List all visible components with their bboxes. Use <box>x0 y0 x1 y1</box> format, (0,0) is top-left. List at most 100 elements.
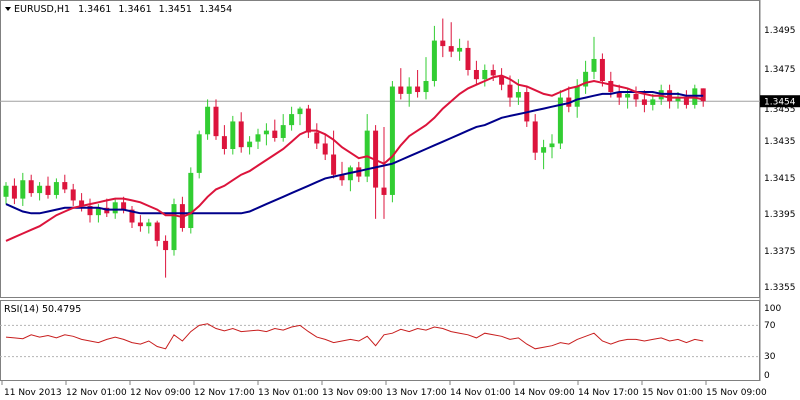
candle-bull <box>625 93 631 98</box>
price-tick: 1.3475 <box>764 65 796 75</box>
candle-bear <box>465 47 471 70</box>
time-label: 14 Nov 17:00 <box>578 388 639 398</box>
candle-bear <box>641 99 647 105</box>
candle-bull <box>457 47 463 52</box>
candle-bear <box>154 222 160 241</box>
candle-bear <box>137 222 143 227</box>
candle-bear <box>490 69 496 76</box>
candle-bull <box>20 180 26 199</box>
close-value: 1.3454 <box>199 4 232 15</box>
candle-bull <box>171 204 177 251</box>
candle-bear <box>683 97 689 105</box>
candle-bull <box>591 58 597 72</box>
current-price-badge: 1.3454 <box>760 95 800 108</box>
time-label: 12 Nov 17:00 <box>194 388 255 398</box>
candle-bear <box>45 185 51 195</box>
candle-bear <box>62 182 68 190</box>
candle-bear <box>163 240 169 251</box>
time-label: 13 Nov 01:00 <box>258 388 319 398</box>
candle-bull <box>112 202 118 214</box>
candle-bear <box>532 121 538 153</box>
candle-bear <box>221 136 227 149</box>
chart-header: EURUSD,H1 1.3461 1.3461 1.3451 1.3454 <box>14 4 232 15</box>
candle-bull <box>255 134 261 142</box>
candle-bear <box>87 205 93 216</box>
candle-bull <box>583 71 589 87</box>
candle-bull <box>541 147 547 153</box>
candle-bear <box>608 81 614 93</box>
time-axis: 11 Nov 2013 12 Nov 01:00 12 Nov 09:00 12… <box>4 388 767 398</box>
ma-slow-line <box>5 91 704 215</box>
candle-bull <box>280 125 286 138</box>
candle-bear <box>507 84 513 98</box>
time-label: 14 Nov 09:00 <box>514 388 575 398</box>
price-tick: 1.3495 <box>764 26 796 36</box>
dropdown-triangle-icon[interactable] <box>5 7 11 11</box>
candle-bear <box>121 202 127 210</box>
rsi-tick: 0 <box>764 371 770 381</box>
candle-bull <box>364 130 370 177</box>
candle-bear <box>415 86 421 93</box>
candle-bear <box>305 108 311 133</box>
candle-bear <box>616 92 622 98</box>
candle-bull <box>431 40 437 82</box>
price-axis: 1.3495 1.3475 1.3455 1.3435 1.3415 1.339… <box>764 26 796 293</box>
candle-bear <box>448 46 454 52</box>
candle-bear <box>28 180 34 194</box>
candle-bull <box>146 222 152 227</box>
candle-bull <box>196 134 202 173</box>
candle-bull <box>3 185 9 197</box>
candle-bull <box>289 114 295 126</box>
time-label: 11 Nov 2013 <box>4 388 62 398</box>
current-price-label: 1.3454 <box>764 98 796 108</box>
candle-bear <box>322 143 328 155</box>
candle-bear <box>667 90 673 102</box>
candle-bear <box>238 121 244 148</box>
candle-bear <box>398 86 404 94</box>
time-label: 15 Nov 01:00 <box>642 388 703 398</box>
candle-bull <box>205 106 211 135</box>
candle-bull <box>297 108 303 115</box>
symbol-label: EURUSD,H1 <box>14 4 70 15</box>
candle-bull <box>515 92 521 98</box>
price-pane[interactable] <box>0 0 760 298</box>
candle-bull <box>263 130 269 135</box>
candle-bull <box>574 86 580 107</box>
candle-bear <box>473 69 479 80</box>
time-label: 13 Nov 09:00 <box>322 388 383 398</box>
candle-bull <box>95 207 101 216</box>
rsi-line <box>5 323 704 350</box>
candle-bull <box>675 97 681 102</box>
price-tick: 1.3375 <box>764 247 796 257</box>
candle-bull <box>247 141 253 148</box>
candle-bull <box>188 172 194 229</box>
price-tick: 1.3355 <box>764 283 796 293</box>
high-value: 1.3461 <box>118 4 151 15</box>
price-tick: 1.3415 <box>764 174 796 184</box>
rsi-tick: 30 <box>764 352 776 362</box>
time-label: 12 Nov 09:00 <box>130 388 191 398</box>
candle-bull <box>549 143 555 148</box>
candle-bear <box>381 187 387 195</box>
candle-bear <box>599 58 605 82</box>
candle-bull <box>650 99 656 105</box>
candle-bear <box>339 174 345 181</box>
candle-bear <box>272 130 278 138</box>
candle-bear <box>440 40 446 47</box>
time-label: 15 Nov 09:00 <box>706 388 767 398</box>
candle-bear <box>129 209 135 223</box>
candle-bear <box>633 93 639 100</box>
price-tick: 1.3455 <box>764 105 796 115</box>
rsi-tick: 70 <box>764 321 776 331</box>
rsi-label: RSI(14) 50.4795 <box>4 304 81 315</box>
ma-fast-line <box>5 74 704 242</box>
price-tick: 1.3395 <box>764 210 796 220</box>
candle-bear <box>70 189 76 201</box>
candle-bear <box>499 75 505 85</box>
time-axis-ticks <box>1 381 707 385</box>
price-tick: 1.3435 <box>764 137 796 147</box>
candle-bull <box>230 121 236 149</box>
candle-bear <box>524 92 530 122</box>
candle-bull <box>53 182 59 195</box>
